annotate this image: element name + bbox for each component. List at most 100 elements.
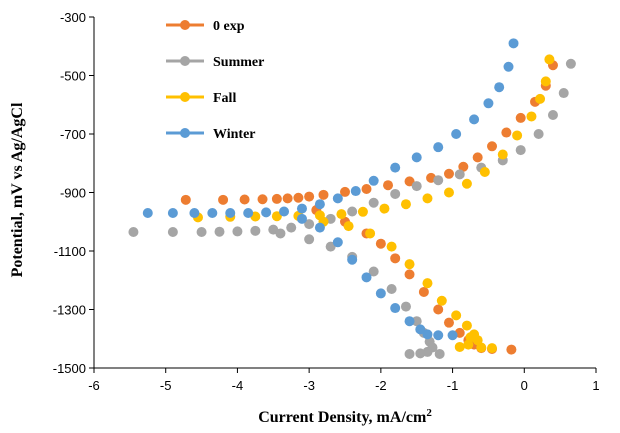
- data-point: [386, 241, 397, 252]
- legend-label: Summer: [213, 55, 264, 70]
- data-point: [390, 188, 401, 199]
- data-point: [293, 192, 304, 203]
- data-point: [347, 254, 358, 265]
- series-winter: [142, 38, 519, 341]
- data-point: [422, 278, 433, 289]
- data-point: [433, 175, 444, 186]
- y-axis-title: Potential, mV vs Ag/AgCl: [9, 102, 26, 277]
- data-point: [180, 194, 191, 205]
- data-point: [218, 194, 229, 205]
- legend-item: Summer: [166, 55, 264, 70]
- x-tick-label: -4: [232, 378, 244, 393]
- data-point: [368, 175, 379, 186]
- y-tick-label: -1500: [53, 361, 86, 376]
- x-tick-label: -6: [88, 378, 100, 393]
- data-point: [404, 269, 415, 280]
- data-point: [286, 222, 297, 233]
- data-point: [411, 152, 422, 163]
- data-point: [261, 207, 272, 218]
- data-point: [476, 342, 487, 353]
- data-point: [404, 348, 415, 359]
- data-point: [196, 226, 207, 237]
- legend-label: 0 exp: [213, 19, 245, 34]
- data-point: [314, 222, 325, 233]
- data-point: [454, 341, 465, 352]
- data-point: [340, 186, 350, 197]
- data-point: [472, 152, 483, 163]
- data-point: [361, 272, 372, 283]
- data-point: [497, 149, 508, 160]
- data-point: [512, 130, 523, 141]
- data-point: [411, 316, 422, 327]
- legend-marker: [180, 128, 190, 138]
- data-point: [433, 304, 444, 315]
- series-0-exp: [180, 60, 558, 355]
- axes: [89, 16, 597, 373]
- legend-item: Fall: [166, 91, 236, 106]
- data-point: [332, 193, 343, 204]
- data-point: [232, 226, 243, 237]
- data-point: [501, 127, 512, 138]
- data-point: [239, 194, 250, 205]
- data-point: [540, 76, 551, 87]
- data-point: [271, 211, 282, 222]
- x-axis-title-main: Current Density, mA/cm: [258, 409, 427, 426]
- data-point: [250, 225, 261, 236]
- data-point: [357, 206, 368, 217]
- data-point: [443, 168, 454, 179]
- data-point: [515, 112, 526, 123]
- data-point: [350, 186, 361, 197]
- data-point: [415, 324, 426, 335]
- legend-label: Fall: [213, 91, 236, 106]
- data-point: [304, 234, 315, 245]
- data-point: [304, 219, 315, 230]
- x-tick-label: 0: [521, 378, 528, 393]
- data-point: [343, 221, 354, 232]
- data-point: [207, 207, 218, 218]
- data-point: [494, 82, 505, 93]
- series-fall: [192, 54, 555, 354]
- data-point: [304, 191, 315, 202]
- x-tick-label: 1: [592, 378, 599, 393]
- data-point: [243, 207, 254, 218]
- data-point: [400, 301, 411, 312]
- data-point: [503, 61, 514, 72]
- data-point: [325, 241, 336, 252]
- data-point: [314, 199, 325, 210]
- data-point: [390, 253, 401, 264]
- x-tick-label: -2: [375, 378, 387, 393]
- data-point: [361, 183, 372, 194]
- data-point: [483, 98, 494, 109]
- legend-marker: [180, 56, 190, 66]
- x-tick-label: -1: [447, 378, 459, 393]
- data-point: [189, 207, 200, 218]
- data-point: [365, 228, 376, 239]
- data-point: [347, 206, 358, 217]
- legend-label: Winter: [213, 127, 256, 142]
- data-point: [508, 38, 519, 49]
- data-point: [386, 284, 397, 295]
- data-point: [271, 193, 282, 204]
- data-point: [487, 141, 498, 152]
- data-point: [225, 207, 236, 218]
- data-point: [461, 178, 472, 189]
- data-point: [404, 316, 415, 327]
- data-point: [515, 145, 526, 156]
- data-point: [142, 207, 153, 218]
- y-tick-label: -300: [60, 10, 86, 25]
- data-point: [390, 162, 401, 173]
- data-point: [318, 189, 329, 200]
- y-tick-label: -1100: [54, 244, 86, 259]
- data-point: [547, 109, 558, 120]
- data-point: [544, 54, 555, 65]
- legend-marker: [180, 20, 190, 30]
- y-tick-label: -900: [60, 186, 86, 201]
- data-point: [422, 193, 433, 204]
- legend: 0 exp Summer Fall Winter: [166, 19, 264, 142]
- data-point: [379, 203, 390, 214]
- data-point: [558, 88, 569, 99]
- data-point: [368, 197, 379, 208]
- data-point: [404, 259, 415, 270]
- data-point: [375, 288, 386, 299]
- data-point: [296, 203, 307, 214]
